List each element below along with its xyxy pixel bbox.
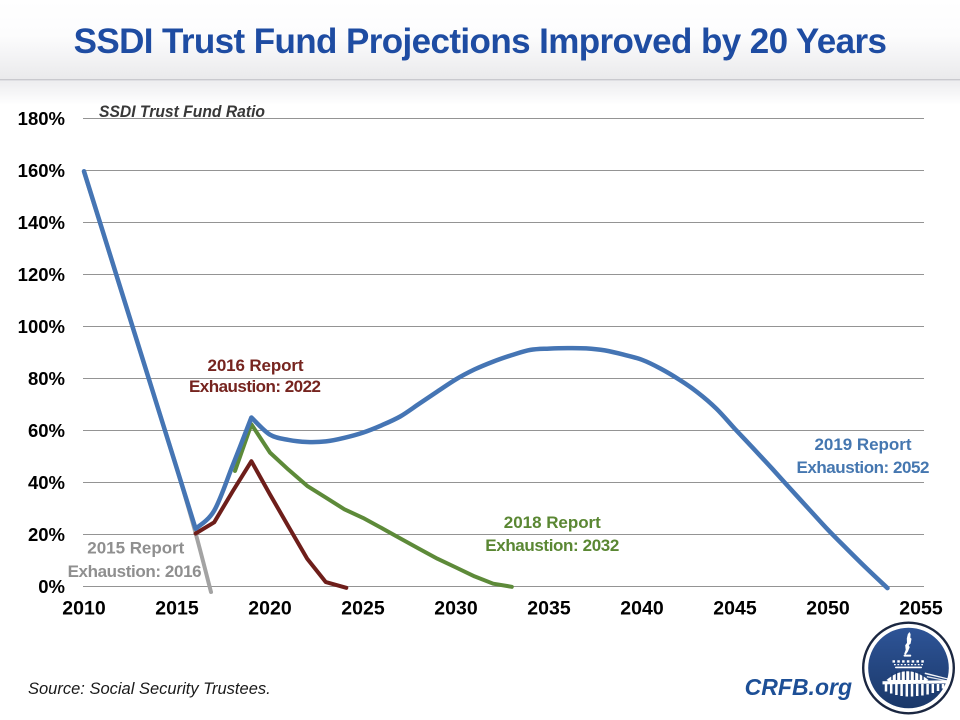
svg-text:2035: 2035 <box>527 598 571 620</box>
svg-text:Exhaustion: 2016: Exhaustion: 2016 <box>68 562 202 581</box>
svg-text:2020: 2020 <box>248 598 292 620</box>
svg-text:2018 Report: 2018 Report <box>504 513 601 532</box>
svg-text:2015: 2015 <box>155 598 199 620</box>
svg-text:SSDI Trust Fund Ratio: SSDI Trust Fund Ratio <box>99 102 265 121</box>
svg-text:100%: 100% <box>18 316 65 337</box>
svg-text:180%: 180% <box>18 108 65 129</box>
svg-text:Exhaustion: 2052: Exhaustion: 2052 <box>797 458 930 477</box>
svg-text:2019 Report: 2019 Report <box>815 435 912 454</box>
svg-text:40%: 40% <box>28 472 65 493</box>
svg-text:140%: 140% <box>18 212 65 233</box>
svg-text:2045: 2045 <box>713 598 757 620</box>
svg-text:60%: 60% <box>28 420 65 441</box>
svg-text:160%: 160% <box>18 160 65 181</box>
svg-text:2050: 2050 <box>806 598 850 620</box>
svg-text:Exhaustion: 2022: Exhaustion: 2022 <box>189 377 321 396</box>
svg-text:2016 Report: 2016 Report <box>208 356 304 375</box>
svg-text:120%: 120% <box>18 264 65 285</box>
svg-text:2055: 2055 <box>899 598 943 620</box>
svg-text:2010: 2010 <box>62 598 106 620</box>
svg-text:Exhaustion: 2032: Exhaustion: 2032 <box>485 536 619 555</box>
svg-text:0%: 0% <box>38 576 65 597</box>
svg-text:2015 Report: 2015 Report <box>87 539 184 558</box>
svg-text:2030: 2030 <box>434 598 478 620</box>
svg-text:2025: 2025 <box>341 598 385 620</box>
svg-text:20%: 20% <box>28 524 65 545</box>
svg-text:80%: 80% <box>28 368 65 389</box>
svg-text:2040: 2040 <box>620 598 664 620</box>
